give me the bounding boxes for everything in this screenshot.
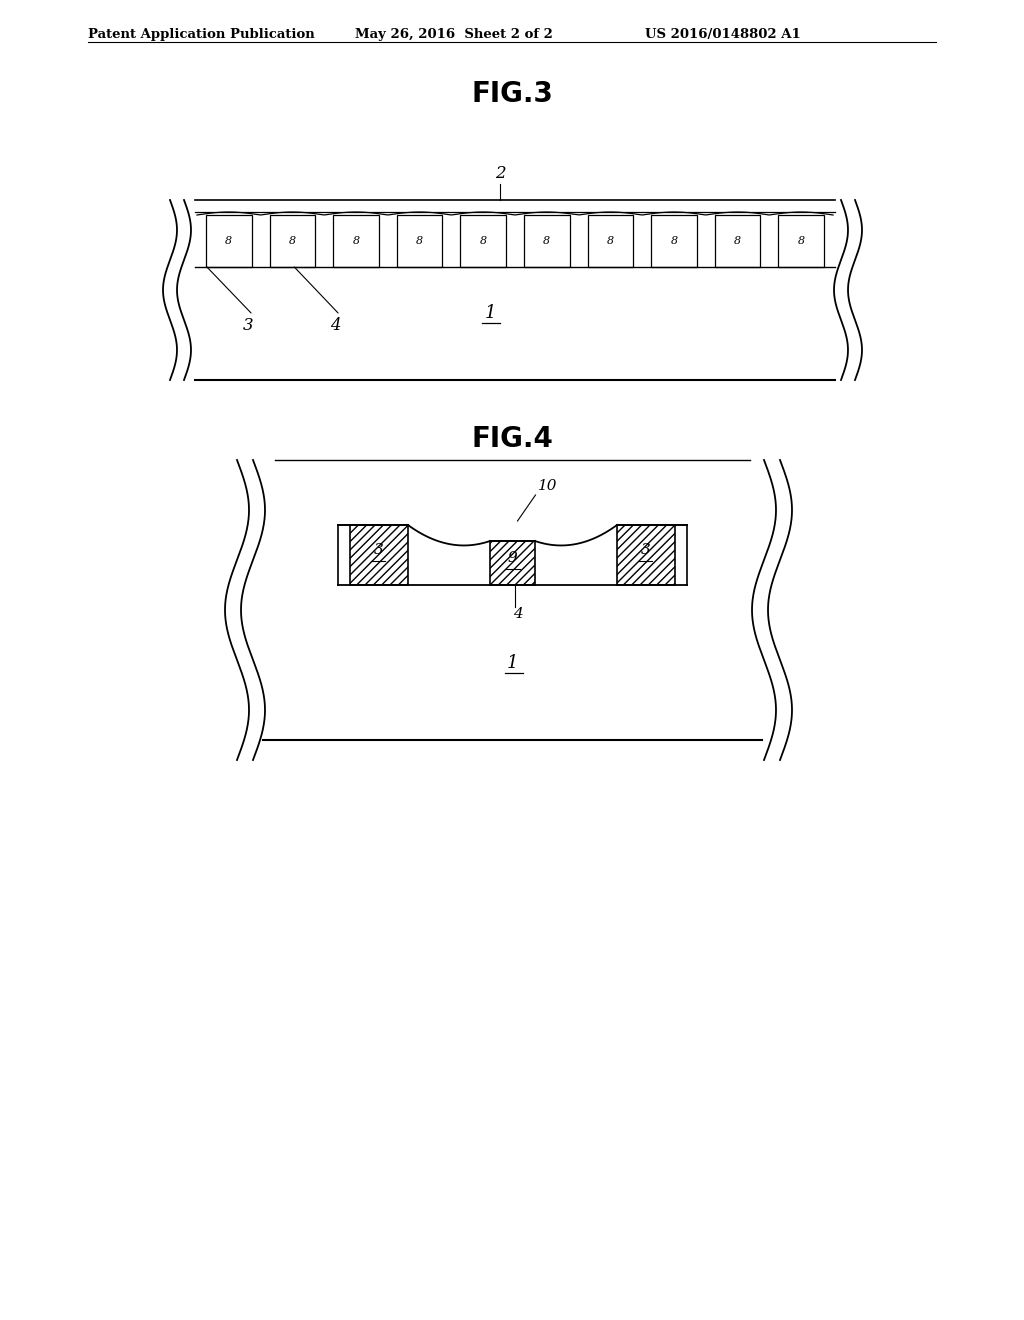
Text: US 2016/0148802 A1: US 2016/0148802 A1 — [645, 28, 801, 41]
Text: 4: 4 — [330, 317, 340, 334]
Text: May 26, 2016  Sheet 2 of 2: May 26, 2016 Sheet 2 of 2 — [355, 28, 553, 41]
Bar — [651, 215, 697, 267]
Text: 8: 8 — [479, 236, 486, 246]
Text: 3: 3 — [374, 543, 384, 557]
Text: 8: 8 — [352, 236, 359, 246]
Text: 8: 8 — [798, 236, 805, 246]
Bar — [396, 215, 442, 267]
Bar — [715, 215, 761, 267]
Text: 8: 8 — [416, 236, 423, 246]
Bar — [333, 215, 379, 267]
Text: 8: 8 — [671, 236, 678, 246]
Text: 9: 9 — [508, 550, 517, 565]
Text: 8: 8 — [544, 236, 550, 246]
Text: 10: 10 — [538, 479, 557, 492]
Bar — [617, 525, 675, 585]
Bar — [778, 215, 824, 267]
Text: 3: 3 — [243, 317, 253, 334]
Text: 2: 2 — [495, 165, 505, 182]
Text: 8: 8 — [225, 236, 232, 246]
Text: 8: 8 — [734, 236, 741, 246]
Text: 4: 4 — [513, 607, 522, 620]
Bar — [490, 541, 535, 585]
Text: Patent Application Publication: Patent Application Publication — [88, 28, 314, 41]
Text: 1: 1 — [507, 653, 518, 672]
Bar — [206, 215, 252, 267]
Bar — [350, 525, 408, 585]
Bar — [588, 215, 633, 267]
Bar — [461, 215, 506, 267]
Text: 8: 8 — [289, 236, 296, 246]
Text: FIG.3: FIG.3 — [471, 81, 553, 108]
Text: FIG.4: FIG.4 — [471, 425, 553, 453]
Bar — [269, 215, 315, 267]
Text: 8: 8 — [607, 236, 614, 246]
Text: 1: 1 — [484, 305, 496, 322]
Bar — [524, 215, 569, 267]
Text: 3: 3 — [641, 543, 651, 557]
